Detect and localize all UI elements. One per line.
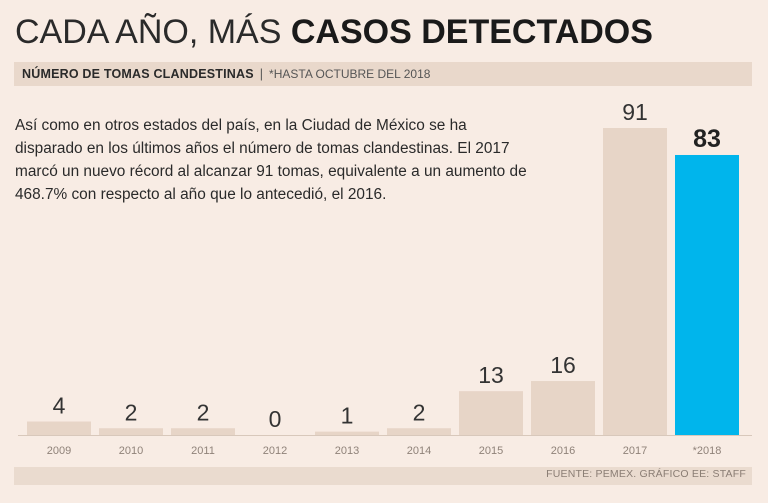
value-label-2011: 2 <box>197 399 210 425</box>
bar-2015 <box>459 391 523 435</box>
tick-label-2014: 2014 <box>407 445 431 457</box>
chart-title-light: CADA AÑO, MÁS <box>15 13 291 51</box>
value-label-2017: 91 <box>622 99 648 125</box>
value-label-2013: 1 <box>341 403 354 429</box>
tick-label-2010: 2010 <box>119 445 143 457</box>
bar-2016 <box>531 381 595 435</box>
value-label-star-2018: 83 <box>693 125 721 153</box>
value-label-2009: 4 <box>53 393 66 419</box>
chart-title: CADA AÑO, MÁS CASOS DETECTADOS <box>15 10 653 54</box>
subtitle-bar: NÚMERO DE TOMAS CLANDESTINAS | *HASTA OC… <box>14 62 752 86</box>
bar-2009 <box>27 421 91 435</box>
value-label-2010: 2 <box>125 399 138 425</box>
subtitle-note: *HASTA OCTUBRE DEL 2018 <box>269 67 431 81</box>
value-label-2016: 16 <box>550 352 576 378</box>
bar-star-2018 <box>675 154 739 435</box>
chart-title-bold: CASOS DETECTADOS <box>290 13 653 51</box>
subtitle-separator: | <box>259 67 264 81</box>
tick-label-2015: 2015 <box>479 445 503 457</box>
bar-2017 <box>603 128 667 435</box>
tick-label-2011: 2011 <box>191 445 215 457</box>
description-text: Así como en otros estados del país, en l… <box>15 117 527 203</box>
tick-label-2009: 2009 <box>47 445 71 457</box>
tick-label-2012: 2012 <box>263 445 287 457</box>
value-label-2015: 13 <box>478 362 504 388</box>
tick-label-star-2018: *2018 <box>693 445 722 457</box>
source-note: FUENTE: PEMEX. GRÁFICO EE: STAFF <box>546 468 746 480</box>
tick-label-2017: 2017 <box>623 445 647 457</box>
bar-2013 <box>315 431 379 435</box>
tick-label-2016: 2016 <box>551 445 575 457</box>
bar-2010 <box>99 428 163 435</box>
bar-2014 <box>387 428 451 435</box>
tick-label-2013: 2013 <box>335 445 359 457</box>
value-label-2012: 0 <box>269 406 282 432</box>
subtitle-label: NÚMERO DE TOMAS CLANDESTINAS <box>22 67 254 81</box>
footer-bar <box>14 467 752 485</box>
value-label-2014: 2 <box>413 399 426 425</box>
bar-2011 <box>171 428 235 435</box>
